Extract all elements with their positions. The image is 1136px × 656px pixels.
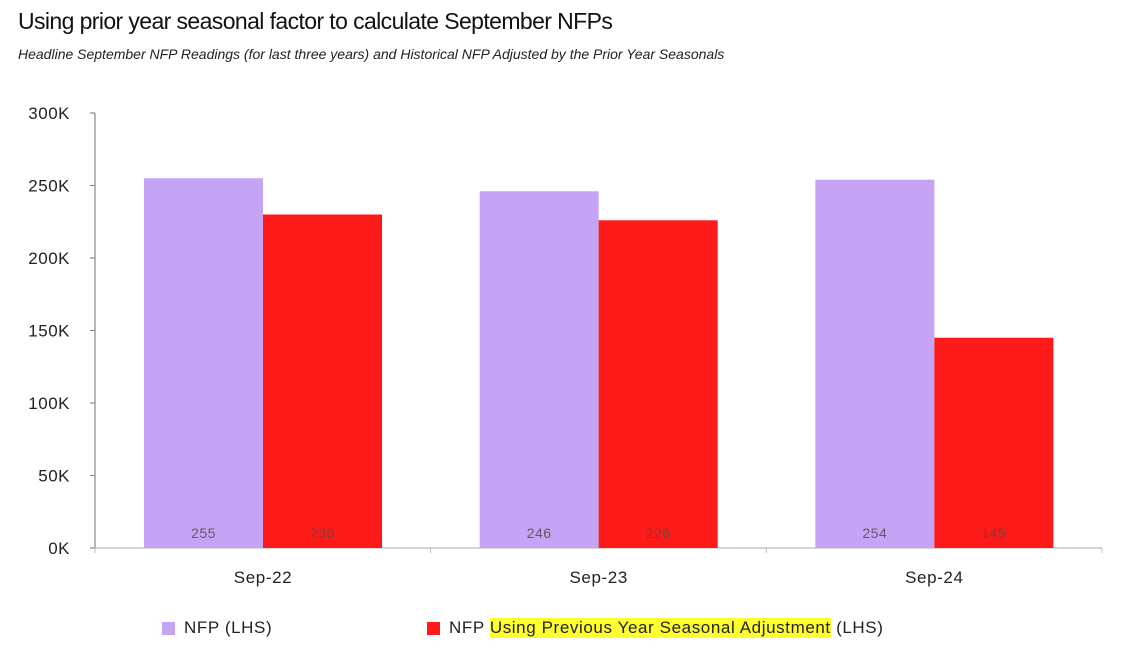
y-tick-label-3: 150K <box>28 322 70 341</box>
data-label-sep-24-series-1: 145 <box>981 525 1006 541</box>
x-tick-label-sep-23: Sep-23 <box>569 568 627 587</box>
legend-item-nfp-adjusted: NFP Using Previous Year Seasonal Adjustm… <box>427 618 883 638</box>
y-tick-label-6: 300K <box>28 104 70 123</box>
data-label-sep-22-series-0: 255 <box>191 525 216 541</box>
legend-label-nfp-adjusted-prefix: NFP <box>449 618 490 637</box>
bar-sep-23-series-0 <box>479 191 599 549</box>
legend: NFP (LHS) NFP Using Previous Year Season… <box>0 618 1136 644</box>
data-label-sep-24-series-0: 254 <box>862 525 887 541</box>
data-label-sep-23-series-1: 226 <box>646 525 671 541</box>
y-tick-label-4: 200K <box>28 249 70 268</box>
legend-swatch-nfp <box>162 621 175 635</box>
data-label-sep-23-series-0: 246 <box>527 525 552 541</box>
legend-label-nfp: NFP (LHS) <box>184 618 273 637</box>
legend-label-nfp-adjusted-suffix: (LHS) <box>830 618 884 637</box>
chart-title: Using prior year seasonal factor to calc… <box>18 8 613 34</box>
chart-subtitle: Headline September NFP Readings (for las… <box>18 46 725 62</box>
y-tick-label-5: 250K <box>28 177 70 196</box>
bar-sep-23-series-1 <box>598 220 718 549</box>
y-tick-label-2: 100K <box>28 394 70 413</box>
x-tick-label-sep-24: Sep-24 <box>905 568 963 587</box>
y-tick-label-1: 50K <box>38 467 70 486</box>
data-label-sep-22-series-1: 230 <box>310 525 335 541</box>
bar-sep-24-series-1 <box>934 337 1054 548</box>
bar-sep-24-series-0 <box>815 179 935 548</box>
x-tick-label-sep-22: Sep-22 <box>234 568 292 587</box>
legend-label-nfp-adjusted-highlight: Using Previous Year Seasonal Adjustment <box>489 618 831 638</box>
y-tick-label-0: 0K <box>48 539 70 558</box>
legend-item-nfp: NFP (LHS) <box>162 618 272 638</box>
bar-sep-22-series-1 <box>263 214 382 548</box>
legend-swatch-nfp-adjusted <box>427 621 440 635</box>
bar-sep-22-series-0 <box>144 178 263 548</box>
bar-chart: 0K 50K 100K 150K 200K 250K 300K 255 230 Sep-22 246… <box>28 104 1103 587</box>
